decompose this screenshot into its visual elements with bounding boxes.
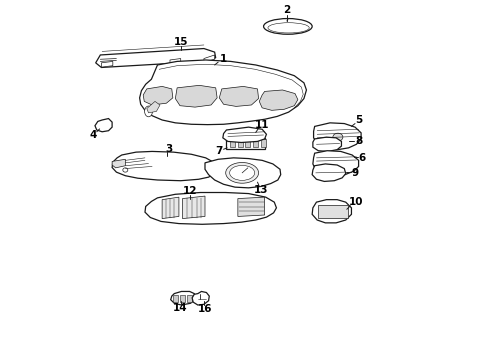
Polygon shape	[147, 102, 160, 113]
Polygon shape	[112, 152, 217, 181]
Polygon shape	[182, 196, 205, 219]
FancyBboxPatch shape	[261, 139, 266, 147]
Text: 12: 12	[182, 186, 197, 197]
Polygon shape	[220, 86, 259, 107]
FancyBboxPatch shape	[238, 139, 243, 147]
FancyBboxPatch shape	[180, 295, 185, 302]
Ellipse shape	[123, 168, 128, 172]
Polygon shape	[205, 158, 281, 188]
Polygon shape	[314, 123, 361, 150]
FancyBboxPatch shape	[253, 139, 258, 147]
Text: 16: 16	[198, 303, 212, 314]
Polygon shape	[238, 197, 265, 216]
FancyBboxPatch shape	[245, 139, 250, 147]
Text: 2: 2	[284, 5, 291, 15]
FancyBboxPatch shape	[230, 139, 235, 147]
Text: 14: 14	[172, 303, 187, 313]
Text: 3: 3	[166, 144, 173, 154]
Ellipse shape	[145, 106, 152, 117]
Text: 1: 1	[220, 54, 227, 64]
FancyBboxPatch shape	[173, 295, 178, 302]
Polygon shape	[312, 200, 351, 223]
Polygon shape	[96, 49, 216, 67]
Polygon shape	[192, 292, 209, 305]
Ellipse shape	[264, 18, 312, 34]
Polygon shape	[313, 137, 342, 152]
FancyBboxPatch shape	[226, 138, 265, 149]
Polygon shape	[223, 127, 267, 143]
Polygon shape	[162, 197, 179, 219]
Polygon shape	[112, 159, 125, 168]
Text: 7: 7	[216, 146, 223, 156]
Text: 5: 5	[356, 115, 363, 125]
Text: 15: 15	[173, 37, 188, 48]
Text: 8: 8	[356, 136, 363, 146]
Text: 6: 6	[359, 153, 366, 163]
Text: 13: 13	[254, 185, 269, 195]
Polygon shape	[143, 86, 173, 105]
Text: 11: 11	[255, 120, 270, 130]
Polygon shape	[170, 59, 181, 65]
Text: 10: 10	[348, 197, 363, 207]
FancyBboxPatch shape	[187, 295, 192, 302]
FancyBboxPatch shape	[318, 205, 347, 218]
Ellipse shape	[226, 162, 259, 183]
Polygon shape	[175, 85, 217, 107]
Text: 4: 4	[90, 130, 97, 140]
Polygon shape	[101, 62, 113, 67]
Ellipse shape	[230, 165, 255, 180]
Ellipse shape	[333, 133, 343, 141]
Polygon shape	[313, 151, 359, 176]
Polygon shape	[145, 193, 276, 224]
Polygon shape	[312, 164, 346, 181]
Text: 9: 9	[351, 168, 359, 178]
Polygon shape	[171, 292, 195, 305]
Polygon shape	[140, 60, 306, 125]
Polygon shape	[95, 118, 112, 132]
Polygon shape	[204, 55, 215, 62]
Polygon shape	[259, 90, 298, 111]
